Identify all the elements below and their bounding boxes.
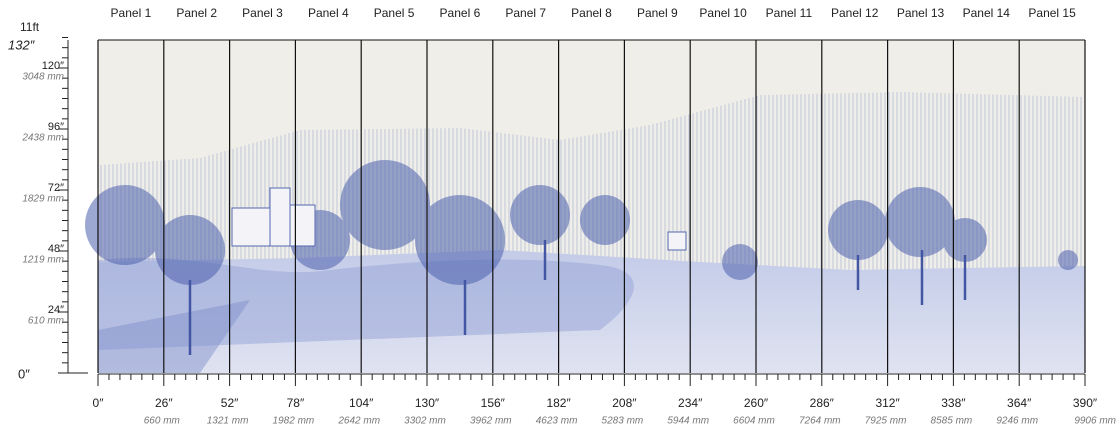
x-inch-label: 364″: [1007, 396, 1032, 410]
panel-label: Panel 11: [766, 6, 813, 20]
y-inch-label: 48″: [48, 243, 64, 255]
panel-label: Panel 9: [637, 6, 678, 20]
x-inch-label: 52″: [221, 396, 239, 410]
y-inch-label: 120″: [42, 60, 64, 72]
panel-label: Panel 3: [242, 6, 283, 20]
x-inch-label: 390″: [1073, 396, 1098, 410]
y-mm-label: 2438 mm: [21, 133, 64, 144]
panel-label: Panel 1: [111, 6, 152, 20]
x-inch-label: 260″: [744, 396, 769, 410]
x-inch-label: 208″: [612, 396, 637, 410]
x-mm-label: 8585 mm: [931, 416, 973, 427]
panel-label: Panel 2: [176, 6, 217, 20]
x-inch-label: 338″: [941, 396, 966, 410]
y-zero: 0″: [18, 366, 30, 381]
y-top-ft: 11ft: [20, 20, 40, 34]
x-inch-label: 78″: [287, 396, 305, 410]
panel-label: Panel 13: [897, 6, 945, 20]
x-mm-label: 5944 mm: [667, 416, 709, 427]
panel-label: Panel 12: [831, 6, 879, 20]
panel-label: Panel 14: [963, 6, 1011, 20]
x-mm-label: 3302 mm: [404, 416, 446, 427]
y-mm-label: 610 mm: [28, 316, 64, 327]
panel-label: Panel 5: [374, 6, 415, 20]
panel-label: Panel 7: [505, 6, 546, 20]
y-inch-label: 24″: [48, 304, 64, 316]
x-inch-label: 0″: [93, 396, 105, 410]
x-inch-label: 104″: [349, 396, 374, 410]
x-inch-label: 156″: [481, 396, 506, 410]
x-mm-label: 9906 mm: [1074, 416, 1116, 427]
wallpaper-illustration: [85, 40, 1085, 373]
x-mm-label: 1982 mm: [273, 416, 315, 427]
y-top-in: 132″: [8, 37, 35, 52]
x-mm-label: 5283 mm: [602, 416, 644, 427]
y-inch-label: 72″: [48, 182, 64, 194]
x-inch-label: 182″: [546, 396, 571, 410]
panel-label: Panel 10: [699, 6, 747, 20]
x-mm-label: 4623 mm: [536, 416, 578, 427]
x-inch-label: 26″: [155, 396, 173, 410]
y-mm-label: 1829 mm: [22, 194, 64, 205]
x-mm-label: 2642 mm: [337, 416, 380, 427]
x-inch-label: 130″: [415, 396, 440, 410]
y-inch-label: 96″: [48, 121, 64, 133]
x-inch-label: 234″: [678, 396, 703, 410]
panel-label: Panel 15: [1028, 6, 1076, 20]
x-inch-label: 286″: [810, 396, 835, 410]
y-mm-label: 3048 mm: [22, 72, 64, 83]
x-mm-label: 1321 mm: [207, 416, 249, 427]
x-mm-label: 9246 mm: [996, 416, 1038, 427]
x-mm-label: 3962 mm: [470, 416, 512, 427]
y-mm-label: 1219 mm: [22, 255, 64, 266]
panel-label: Panel 8: [571, 6, 612, 20]
panel-label: Panel 4: [308, 6, 349, 20]
x-mm-label: 7925 mm: [865, 416, 907, 427]
panel-label: Panel 6: [440, 6, 481, 20]
x-mm-label: 7264 mm: [799, 416, 841, 427]
x-mm-label: 6604 mm: [733, 416, 775, 427]
x-inch-label: 312″: [875, 396, 900, 410]
x-mm-label: 660 mm: [144, 416, 180, 427]
